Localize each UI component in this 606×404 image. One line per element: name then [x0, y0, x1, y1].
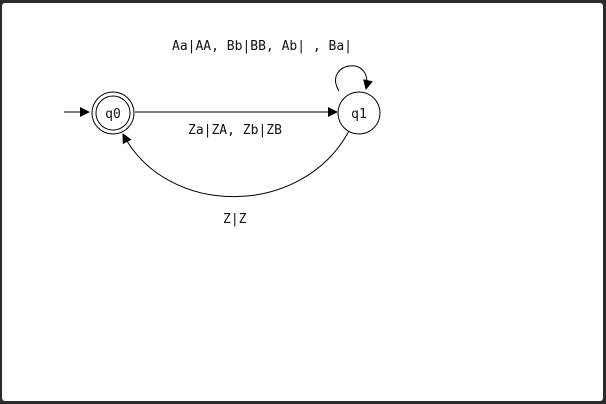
state-q1[interactable]: q1	[337, 91, 381, 135]
state-q0-inner-ring	[95, 95, 131, 131]
state-q1-label: q1	[351, 107, 367, 122]
transition-q0-q1-label: Za|ZA, Zb|ZB	[188, 123, 282, 138]
diagram-canvas: q0 q1 Aa|AA, Bb|BB, Ab| , Ba| Za|ZA, Zb|…	[2, 3, 603, 401]
transition-q1-q0-label: Z|Z	[223, 212, 247, 227]
state-q0-label: q0	[105, 107, 121, 122]
state-q1-circle	[337, 91, 381, 135]
state-q0[interactable]: q0	[91, 91, 135, 135]
transition-q1-q0-edge	[122, 130, 350, 198]
transition-q1-self-loop-label: Aa|AA, Bb|BB, Ab| , Ba|	[172, 39, 352, 54]
state-diagram: q0 q1 Aa|AA, Bb|BB, Ab| , Ba| Za|ZA, Zb|…	[64, 39, 381, 227]
transition-q1-self-loop-edge	[335, 65, 373, 92]
